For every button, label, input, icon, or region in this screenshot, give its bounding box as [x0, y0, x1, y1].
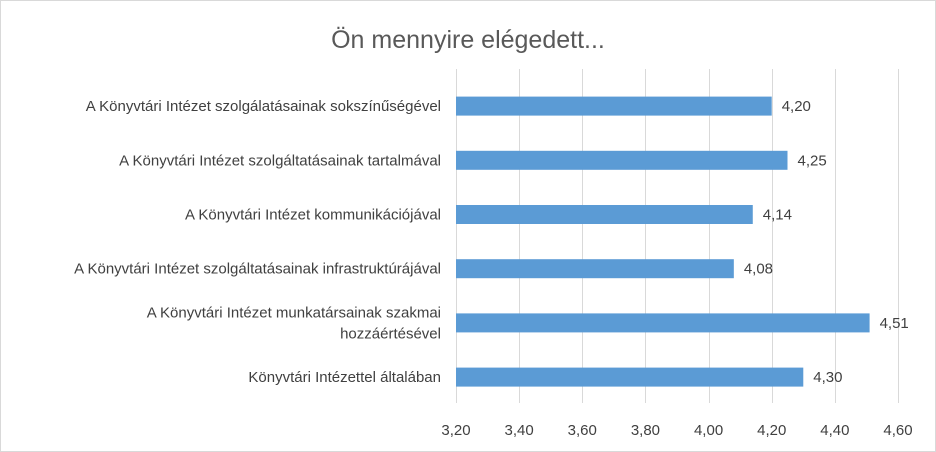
bar	[456, 313, 870, 333]
x-tick-label: 4,40	[820, 422, 849, 439]
category-labels: A Könyvtári Intézet szolgálatásainak sok…	[74, 98, 441, 386]
category-label: A Könyvtári Intézet szolgálatásainak sok…	[86, 98, 441, 115]
data-label: 4,30	[813, 369, 842, 386]
bar	[456, 367, 804, 387]
category-label: A Könyvtári Intézet kommunikációjával	[185, 207, 441, 224]
gridlines	[456, 69, 899, 403]
x-tick-label: 3,40	[505, 422, 534, 439]
x-tick-label: 3,20	[441, 422, 470, 439]
category-label: hozzáértésével	[340, 325, 441, 342]
x-axis-ticks: 3,20 3,40 3,60 3,80 4,00 4,20 4,40 4,60	[441, 422, 912, 439]
value-labels: 4,20 4,25 4,14 4,08 4,51 4,30	[744, 98, 909, 386]
x-tick-label: 3,80	[631, 422, 660, 439]
bar	[456, 205, 753, 224]
bar	[456, 259, 734, 279]
x-tick-label: 3,60	[568, 422, 597, 439]
bar	[456, 96, 772, 116]
chart-title: Ön mennyire elégedett...	[331, 26, 605, 54]
data-label: 4,14	[763, 207, 792, 224]
data-label: 4,20	[782, 98, 811, 115]
data-label: 4,08	[744, 261, 773, 278]
category-label: Könyvtári Intézettel általában	[248, 369, 441, 386]
data-label: 4,51	[880, 315, 909, 332]
x-tick-label: 4,60	[883, 422, 912, 439]
bar	[456, 150, 788, 170]
category-label: A Könyvtári Intézet szolgáltatásainak ta…	[119, 152, 441, 169]
x-tick-label: 4,20	[757, 422, 786, 439]
category-label: A Könyvtári Intézet munkatársainak szakm…	[147, 304, 441, 321]
x-tick-label: 4,00	[694, 422, 723, 439]
category-label: A Könyvtári Intézet szolgáltatásainak in…	[74, 261, 441, 278]
data-label: 4,25	[798, 152, 827, 169]
bars	[456, 96, 870, 387]
